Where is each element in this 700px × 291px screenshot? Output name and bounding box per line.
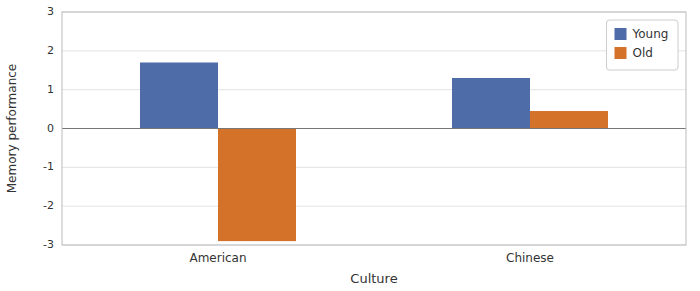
y-tick-label: 2 (47, 44, 54, 57)
grid-line (62, 206, 686, 207)
bar (218, 129, 296, 242)
bar (140, 62, 218, 128)
y-axis: -3 -2 -1 0 1 2 3 (43, 5, 54, 251)
grid (62, 12, 686, 245)
legend-box (607, 20, 679, 70)
grid-line (62, 50, 686, 51)
y-axis-label: Memory performance (5, 64, 19, 193)
x-tick-label: Chinese (506, 251, 554, 265)
x-axis: American Chinese (189, 251, 554, 265)
y-tick-label: 3 (47, 5, 54, 18)
legend-swatch (615, 47, 627, 59)
y-tick-label: 0 (47, 122, 54, 135)
legend-label: Young (632, 27, 669, 41)
grid-line (62, 167, 686, 168)
y-tick-label: 1 (47, 83, 54, 96)
zero-line (62, 128, 686, 129)
x-axis-label: Culture (350, 271, 397, 286)
y-tick-label: -1 (43, 160, 54, 173)
zero-line (62, 128, 686, 129)
y-tick-label: -3 (43, 238, 54, 251)
y-tick-label: -2 (43, 199, 54, 212)
bars (140, 62, 608, 241)
legend-swatch (615, 28, 627, 40)
bar (452, 78, 530, 128)
chart-container: -3 -2 -1 0 1 2 3 American Chinese Culture Memory p… (0, 0, 700, 291)
legend: Young Old (607, 20, 679, 70)
x-tick-label: American (189, 251, 246, 265)
legend-label: Old (633, 46, 653, 60)
bar (530, 111, 608, 128)
chart-svg: -3 -2 -1 0 1 2 3 American Chinese Culture Memory p… (0, 0, 700, 291)
plot-frame (62, 12, 686, 245)
